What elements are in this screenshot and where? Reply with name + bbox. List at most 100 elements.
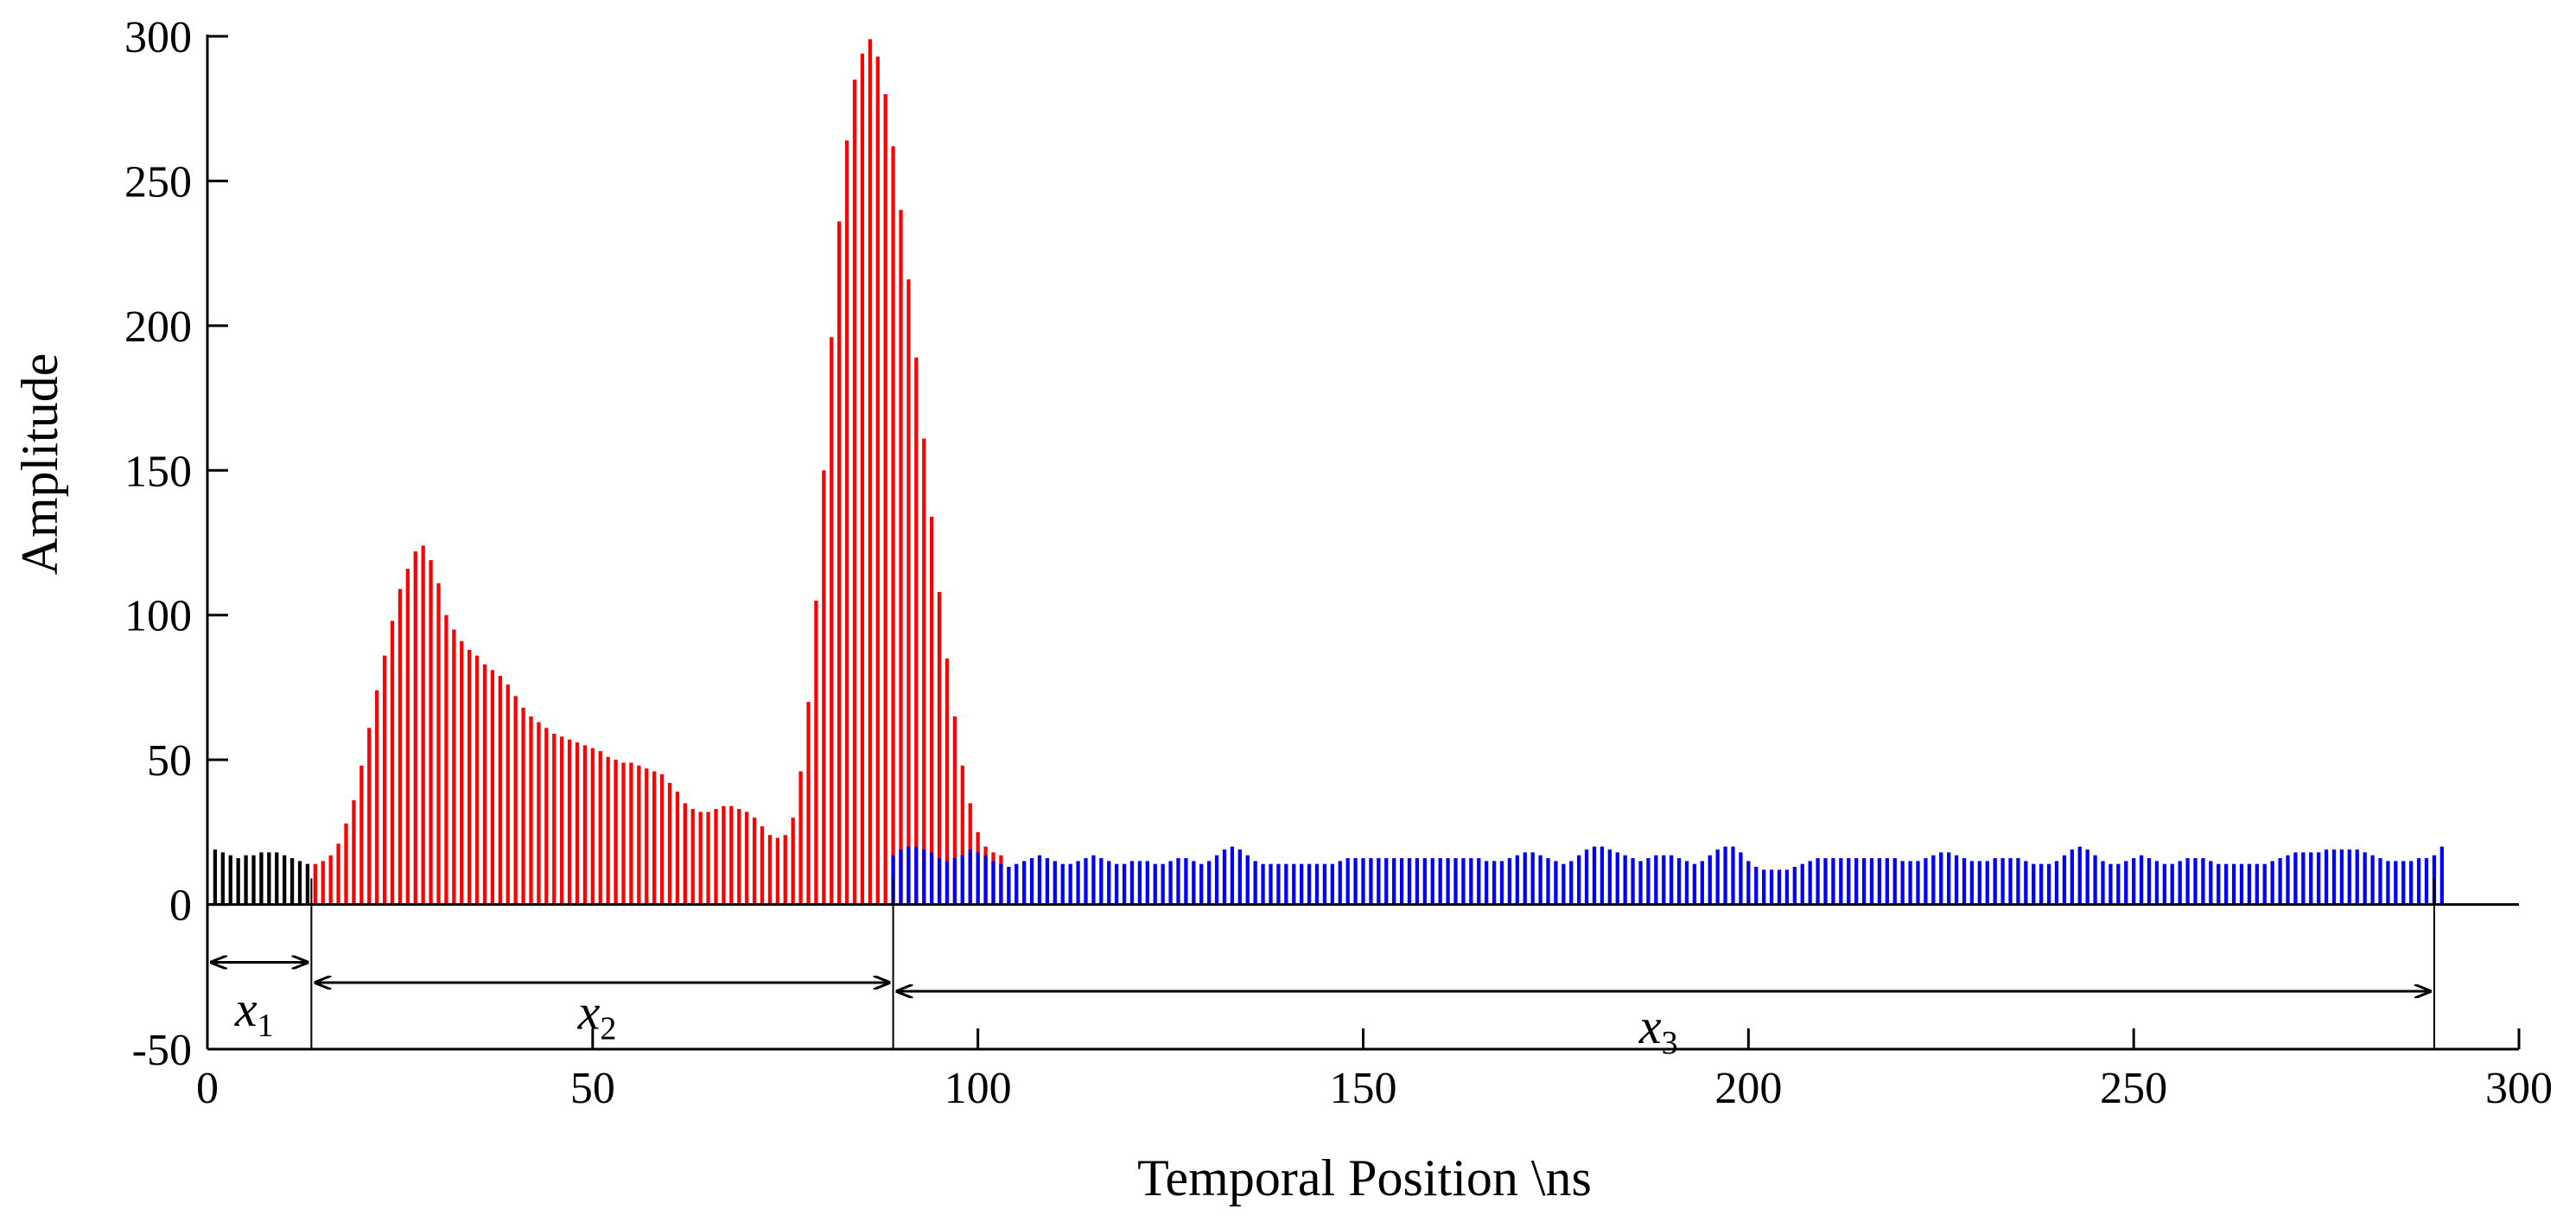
bar-x3-216 (1869, 857, 1874, 905)
bar-x3-126 (1176, 857, 1180, 905)
bar-x2-29 (429, 560, 433, 905)
bar-x1-7 (259, 852, 264, 905)
bar-x3-206 (1792, 867, 1797, 905)
bar-x1-12 (297, 861, 302, 905)
bar-x2-97 (952, 716, 957, 905)
bar-x3-152 (1377, 857, 1381, 905)
bar-x3-118 (1115, 863, 1119, 905)
bar-x3-211 (1831, 857, 1835, 905)
bar-x3-217 (1877, 857, 1882, 905)
bar-x2-14 (313, 863, 317, 905)
bar-x3-147 (1338, 861, 1342, 905)
bar-x3-161 (1446, 857, 1450, 905)
x-tick-label-50: 50 (570, 1064, 615, 1113)
bar-x3-279 (2355, 849, 2359, 905)
bar-x3-144 (1314, 863, 1320, 905)
bar-x2-42 (529, 716, 533, 905)
bar-x3-229 (1969, 861, 1975, 905)
bar-x3-139 (1276, 863, 1281, 905)
bar-x3-129 (1199, 863, 1204, 905)
bar-x3-282 (2378, 857, 2382, 905)
segment-label-main: x (234, 981, 258, 1037)
bar-x3-196 (1715, 849, 1720, 905)
bar-x2-96 (945, 658, 950, 905)
bar-x3-243 (2077, 846, 2082, 905)
bar-x3-166 (1485, 861, 1489, 905)
bar-x2-77 (798, 771, 803, 905)
bar-x3-212 (1839, 857, 1843, 905)
bar-x2-72 (760, 826, 765, 905)
bar-x3-204 (1777, 869, 1782, 905)
bar-x3-205 (1784, 869, 1790, 905)
bar-x3-155 (1399, 857, 1404, 905)
bar-x3-281 (2370, 855, 2375, 905)
bar-x3-203 (1769, 869, 1774, 905)
bar-x3-106 (1022, 861, 1027, 905)
segment-label-subscript: 1 (258, 1008, 274, 1044)
bar-x3-284 (2394, 861, 2398, 905)
bar-x3-102 (991, 861, 995, 905)
bar-x2-92 (914, 357, 919, 905)
bar-x3-124 (1161, 863, 1165, 905)
bar-x3-287 (2416, 857, 2421, 905)
bar-x3-275 (2324, 849, 2329, 905)
bar-x3-154 (1392, 857, 1396, 905)
bar-x2-23 (382, 655, 387, 905)
y-tick-label-50: 50 (147, 736, 192, 786)
bar-x3-145 (1322, 863, 1327, 905)
bar-x3-258 (2193, 857, 2198, 905)
bar-x3-165 (1477, 857, 1481, 905)
bar-x3-201 (1754, 867, 1759, 905)
bar-x3-111 (1060, 863, 1065, 905)
bar-x3-280 (2363, 852, 2367, 905)
bar-x3-92 (914, 846, 919, 905)
bar-x3-132 (1222, 849, 1227, 905)
bar-x3-214 (1854, 857, 1859, 905)
bar-x3-159 (1430, 857, 1434, 905)
bar-x3-210 (1823, 857, 1828, 905)
bar-x3-267 (2262, 863, 2267, 905)
bar-x3-169 (1507, 857, 1512, 905)
bar-x3-276 (2331, 849, 2337, 905)
bar-x3-233 (2000, 857, 2005, 905)
y-tick-label-200: 200 (124, 302, 192, 352)
bar-x3-247 (2109, 863, 2113, 905)
x-tick-label-200: 200 (1714, 1064, 1782, 1113)
bar-x2-90 (899, 209, 903, 905)
bar-x3-176 (1562, 863, 1566, 905)
bar-x2-81 (830, 337, 834, 905)
bar-x3-188 (1654, 855, 1658, 905)
bar-x2-91 (906, 279, 911, 905)
bar-x3-269 (2278, 857, 2282, 905)
bar-x2-19 (352, 800, 356, 905)
bar-x3-110 (1053, 861, 1057, 905)
bar-x2-83 (844, 140, 849, 905)
bar-x3-228 (1962, 857, 1967, 905)
bar-x3-170 (1515, 855, 1519, 905)
bar-x3-255 (2170, 863, 2174, 905)
bar-x2-27 (413, 551, 417, 905)
bar-x3-252 (2147, 857, 2152, 905)
bar-x2-21 (367, 728, 372, 905)
bar-x3-174 (1546, 857, 1550, 905)
bar-x3-142 (1300, 863, 1304, 905)
bar-x3-128 (1192, 861, 1196, 905)
bar-x3-100 (976, 852, 980, 905)
bar-x2-95 (937, 591, 942, 905)
bar-x3-157 (1415, 857, 1420, 905)
bar-x3-183 (1615, 852, 1619, 905)
bar-x2-44 (544, 728, 549, 905)
bar-x3-171 (1523, 852, 1527, 905)
bar-x3-249 (2124, 861, 2128, 905)
bar-x3-114 (1084, 857, 1088, 905)
bar-x3-164 (1469, 857, 1473, 905)
bar-x2-28 (421, 545, 425, 905)
bar-x2-52 (606, 756, 610, 905)
bar-x2-41 (521, 707, 525, 905)
bar-x3-117 (1107, 861, 1111, 905)
bar-x3-187 (1646, 857, 1651, 905)
bar-x2-74 (775, 837, 779, 905)
bar-x3-105 (1014, 863, 1019, 905)
bar-x3-288 (2424, 857, 2429, 905)
bar-x3-96 (945, 861, 950, 905)
